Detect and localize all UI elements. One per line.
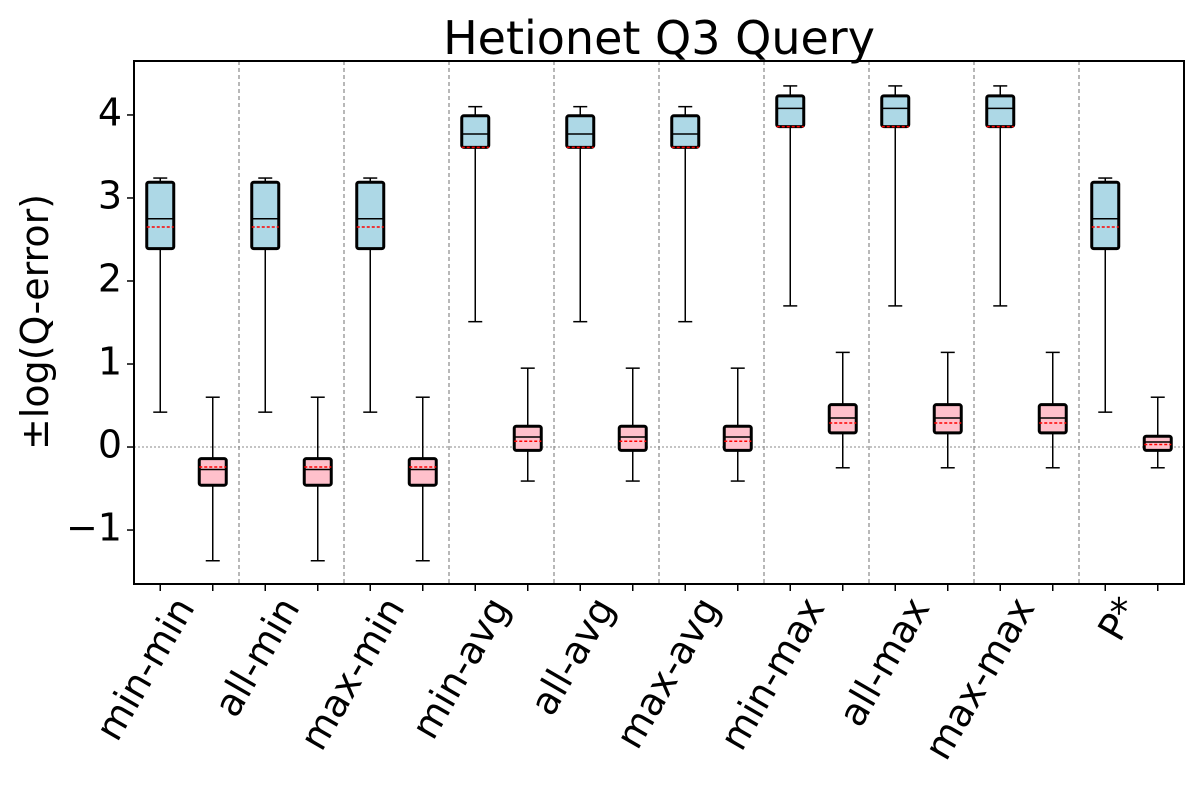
y-tick-label: 4 bbox=[98, 90, 122, 134]
plot-frame bbox=[133, 60, 1185, 585]
upper-box bbox=[670, 105, 701, 323]
y-axis-label: ±log(Q-error) bbox=[13, 194, 57, 450]
lower-box-body bbox=[722, 424, 753, 452]
upper-box-body bbox=[565, 114, 596, 149]
lower-box-body bbox=[302, 457, 333, 487]
chart-title: Hetionet Q3 Query bbox=[443, 11, 875, 65]
lower-box bbox=[197, 396, 228, 562]
lower-box bbox=[407, 396, 438, 562]
lower-box-body bbox=[1142, 434, 1173, 452]
lower-box-body bbox=[197, 457, 228, 487]
upper-box bbox=[250, 177, 281, 413]
x-tick-label: all-avg bbox=[521, 590, 623, 723]
upper-box bbox=[775, 85, 806, 307]
upper-box bbox=[1090, 177, 1121, 413]
lower-box bbox=[932, 351, 963, 469]
x-tick-label: all-max bbox=[830, 590, 939, 734]
upper-box bbox=[145, 177, 176, 413]
lower-box-body bbox=[512, 424, 543, 452]
upper-box-body bbox=[460, 114, 491, 149]
lower-box bbox=[827, 351, 858, 469]
x-tick-label: all-min bbox=[205, 590, 308, 724]
x-tick-label: min-min bbox=[87, 590, 204, 748]
lower-box-body bbox=[1037, 403, 1068, 435]
lower-box bbox=[512, 367, 543, 482]
upper-box-body bbox=[1090, 180, 1121, 251]
upper-box bbox=[460, 105, 491, 323]
upper-box bbox=[565, 105, 596, 323]
upper-box-body bbox=[355, 180, 386, 251]
upper-box-body bbox=[145, 180, 176, 251]
upper-box bbox=[355, 177, 386, 413]
x-tick-label: P* bbox=[1089, 590, 1148, 648]
lower-box bbox=[302, 396, 333, 562]
upper-box bbox=[985, 85, 1016, 307]
plot-area bbox=[134, 61, 1184, 584]
lower-box-body bbox=[617, 424, 648, 452]
y-tick-label: −1 bbox=[66, 506, 122, 550]
lower-box bbox=[1037, 351, 1068, 469]
lower-box bbox=[722, 367, 753, 482]
lower-box-body bbox=[827, 403, 858, 435]
upper-box-body bbox=[880, 94, 911, 129]
y-axis: −1 0 1 2 3 4 bbox=[66, 90, 134, 550]
upper-box bbox=[880, 85, 911, 307]
upper-box-body bbox=[250, 180, 281, 251]
y-tick-label: 3 bbox=[98, 173, 122, 217]
lower-box-body bbox=[407, 457, 438, 487]
x-tick-label: max-avg bbox=[607, 590, 728, 756]
lower-box bbox=[1142, 396, 1173, 469]
x-tick-label: min-max bbox=[711, 590, 833, 758]
upper-box-body bbox=[775, 94, 806, 129]
x-tick-label: max-min bbox=[291, 590, 413, 758]
lower-box-body bbox=[932, 403, 963, 435]
x-tick-label: min-avg bbox=[403, 590, 519, 746]
lower-box bbox=[617, 367, 648, 482]
y-tick-label: 1 bbox=[98, 340, 122, 384]
upper-box-body bbox=[985, 94, 1016, 129]
y-tick-label: 2 bbox=[98, 256, 122, 300]
y-tick-label: 0 bbox=[98, 423, 122, 467]
upper-box-body bbox=[670, 114, 701, 149]
